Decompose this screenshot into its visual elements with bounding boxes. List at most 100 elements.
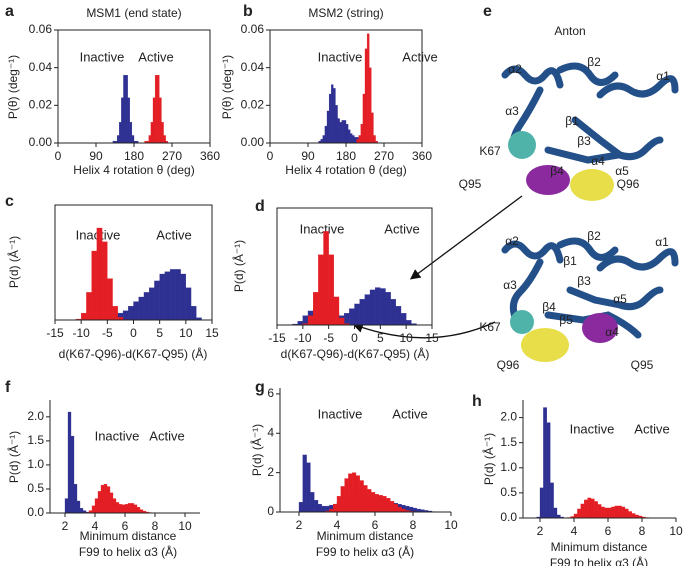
- y-tick-label: 0.02: [29, 98, 53, 112]
- x-tick-label: -5: [102, 326, 113, 340]
- histogram-bar: [364, 48, 368, 144]
- series-label: Active: [149, 428, 184, 443]
- histogram-bar: [100, 484, 105, 514]
- x-tick-label: -10: [72, 326, 90, 340]
- histogram-bar: [577, 508, 581, 519]
- histogram-bar: [121, 504, 126, 514]
- histogram-bar: [297, 321, 303, 326]
- x-tick-label: 6: [372, 518, 379, 532]
- y-tick-label: 0.04: [241, 60, 265, 74]
- x-tick-label: 0: [55, 149, 62, 163]
- histogram-bar: [313, 292, 319, 326]
- histogram-bar: [103, 483, 108, 514]
- x-tick-label: 2: [296, 518, 303, 532]
- structure-label: β4: [542, 300, 556, 314]
- histogram-bar: [543, 407, 547, 519]
- y-tick-label: 0.06: [241, 22, 265, 36]
- histogram-bar: [115, 502, 120, 514]
- x-tick-label: 2: [537, 524, 544, 538]
- histogram-bar: [175, 269, 181, 321]
- series-label: Active: [384, 221, 419, 236]
- structure-label: Q95: [631, 358, 654, 372]
- histogram-bar: [107, 278, 113, 321]
- y-tick-label: 1.0: [27, 457, 44, 471]
- histogram-bar: [367, 489, 372, 513]
- histogram-bar: [123, 75, 126, 144]
- histogram-bar: [397, 506, 402, 513]
- histogram-bar: [318, 254, 324, 326]
- y-tick-label: 1.5: [27, 433, 44, 447]
- histogram-bar: [129, 122, 133, 144]
- histogram-bar: [333, 503, 338, 513]
- x-tick-label: 8: [410, 518, 417, 532]
- histogram-bar: [127, 97, 130, 144]
- x-tick-label: -5: [323, 331, 334, 345]
- x-tick-label: 8: [152, 519, 159, 533]
- histogram-bar: [94, 498, 99, 514]
- histogram-bar: [149, 287, 155, 321]
- histogram-bar: [154, 280, 160, 321]
- histogram-bar: [133, 504, 138, 514]
- panel-letter: e: [483, 3, 492, 20]
- histogram-bar: [607, 507, 612, 519]
- histogram-bar: [363, 485, 368, 513]
- x-tick-label: 4: [334, 518, 341, 532]
- histogram-bar: [390, 299, 396, 326]
- histogram-bar: [159, 97, 162, 144]
- x-axis-label: F99 to helix α3 (Å): [550, 555, 648, 566]
- histogram-bar: [344, 478, 349, 513]
- histogram-bar: [323, 231, 329, 326]
- histogram-bar: [163, 135, 166, 144]
- histogram-bar: [371, 492, 376, 513]
- histogram-bar: [143, 292, 150, 321]
- y-tick-label: 0.02: [241, 98, 265, 112]
- x-tick-label: -10: [294, 331, 312, 345]
- histogram-bar: [310, 492, 315, 513]
- histogram-bar: [393, 503, 398, 513]
- x-axis-label: F99 to helix α3 (Å): [79, 544, 177, 559]
- histogram-bar: [359, 299, 365, 326]
- structure-label: β3: [577, 274, 591, 288]
- chart-panel: InactiveActive-15-10-5051015cd(K67-Q96)-…: [5, 193, 219, 361]
- histogram-bar: [584, 499, 588, 519]
- histogram-bar: [298, 502, 303, 513]
- histogram-bar: [86, 292, 92, 321]
- histogram-bar: [139, 509, 144, 514]
- y-axis-label: P(d) (Å⁻¹): [6, 236, 21, 288]
- histogram-bar: [112, 306, 118, 321]
- protein-structures: [501, 62, 679, 362]
- histogram-bar: [347, 129, 351, 144]
- y-tick-label: 0.0: [27, 505, 44, 519]
- x-tick-label: 0: [130, 326, 137, 340]
- structure-label: Q96: [497, 358, 520, 372]
- histogram-bar: [587, 497, 592, 519]
- structure-label: K67: [479, 320, 501, 334]
- histogram-bar: [339, 122, 342, 144]
- histogram-bar: [359, 480, 364, 513]
- histogram-bar: [79, 508, 84, 514]
- y-tick-label: 0.00: [29, 135, 53, 149]
- structure-label: β5: [559, 313, 573, 327]
- structure-label: α1: [656, 69, 670, 83]
- x-axis-label: Minimum distance: [551, 540, 648, 554]
- histogram-bar: [122, 310, 129, 321]
- histogram-bar: [73, 483, 78, 514]
- histogram-bar: [628, 511, 632, 519]
- histogram-bar: [382, 496, 387, 513]
- x-axis-label: d(K67-Q96)-d(K67-Q95) (Å): [59, 346, 208, 361]
- structure-label: β2: [587, 229, 601, 243]
- histogram-bar: [406, 320, 412, 326]
- x-tick-label: 180: [124, 149, 144, 163]
- histogram-bar: [356, 139, 359, 144]
- histogram-bar: [355, 475, 360, 513]
- y-tick-label: 1.0: [500, 460, 517, 474]
- histogram-bar: [67, 411, 72, 514]
- x-tick-label: 90: [89, 149, 103, 163]
- histogram-bar: [380, 288, 386, 326]
- series-label: Inactive: [95, 428, 140, 443]
- histogram-bar: [352, 135, 355, 144]
- histogram-bar: [164, 271, 171, 321]
- histogram-bar: [366, 33, 370, 144]
- arrow: [352, 321, 496, 339]
